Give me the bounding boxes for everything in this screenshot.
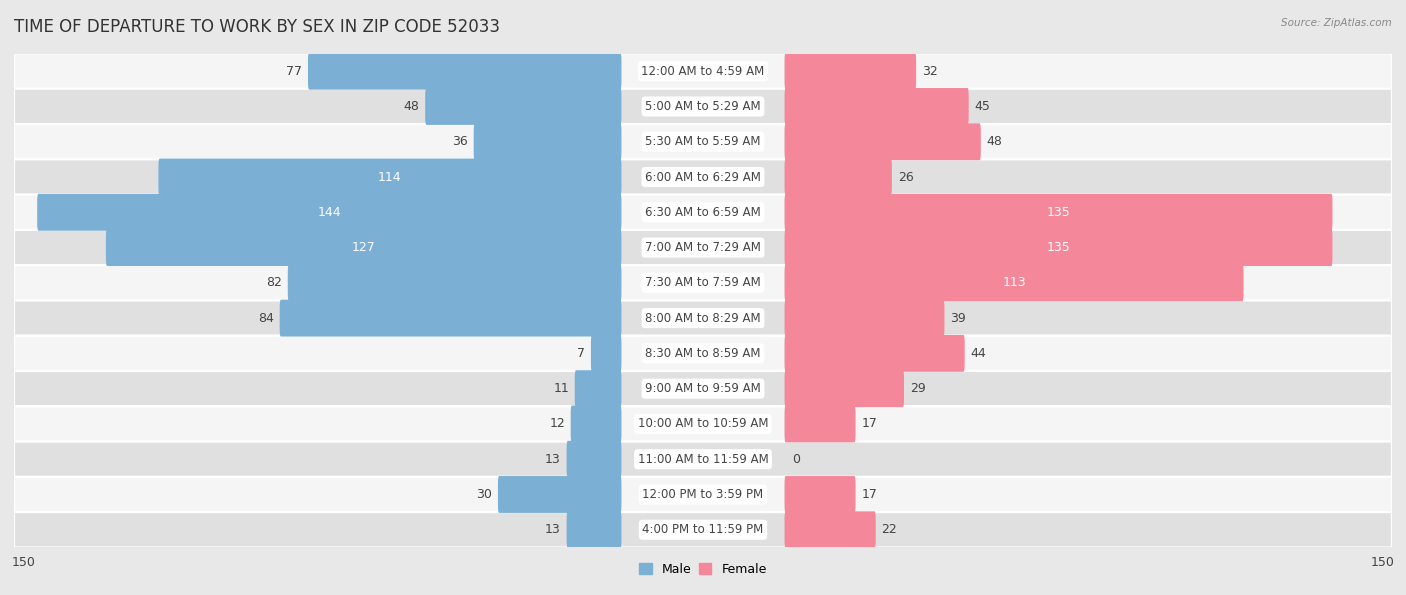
FancyBboxPatch shape: [785, 300, 945, 337]
Text: 150: 150: [1371, 556, 1395, 569]
Text: 12:00 PM to 3:59 PM: 12:00 PM to 3:59 PM: [643, 488, 763, 501]
Text: 11:00 AM to 11:59 AM: 11:00 AM to 11:59 AM: [638, 453, 768, 466]
Text: 8:30 AM to 8:59 AM: 8:30 AM to 8:59 AM: [645, 347, 761, 360]
Text: 45: 45: [974, 100, 990, 113]
FancyBboxPatch shape: [785, 370, 904, 407]
Text: 84: 84: [259, 312, 274, 325]
Text: Source: ZipAtlas.com: Source: ZipAtlas.com: [1281, 18, 1392, 28]
FancyBboxPatch shape: [785, 476, 855, 513]
FancyBboxPatch shape: [785, 511, 876, 548]
FancyBboxPatch shape: [785, 406, 855, 442]
FancyBboxPatch shape: [14, 406, 1392, 441]
FancyBboxPatch shape: [14, 336, 1392, 371]
FancyBboxPatch shape: [14, 300, 1392, 336]
FancyBboxPatch shape: [571, 406, 621, 442]
Text: 10:00 AM to 10:59 AM: 10:00 AM to 10:59 AM: [638, 418, 768, 430]
FancyBboxPatch shape: [14, 89, 1392, 124]
Text: 7:00 AM to 7:29 AM: 7:00 AM to 7:29 AM: [645, 241, 761, 254]
Text: 5:00 AM to 5:29 AM: 5:00 AM to 5:29 AM: [645, 100, 761, 113]
Text: 7: 7: [576, 347, 585, 360]
Text: 29: 29: [910, 382, 925, 395]
Text: 11: 11: [553, 382, 569, 395]
Text: 48: 48: [404, 100, 419, 113]
Text: 5:30 AM to 5:59 AM: 5:30 AM to 5:59 AM: [645, 135, 761, 148]
Text: TIME OF DEPARTURE TO WORK BY SEX IN ZIP CODE 52033: TIME OF DEPARTURE TO WORK BY SEX IN ZIP …: [14, 18, 501, 36]
Text: 113: 113: [1002, 276, 1026, 289]
FancyBboxPatch shape: [785, 53, 917, 90]
Text: 114: 114: [378, 171, 402, 183]
FancyBboxPatch shape: [37, 194, 621, 231]
FancyBboxPatch shape: [14, 124, 1392, 159]
Text: 9:00 AM to 9:59 AM: 9:00 AM to 9:59 AM: [645, 382, 761, 395]
Legend: Male, Female: Male, Female: [634, 558, 772, 581]
FancyBboxPatch shape: [14, 477, 1392, 512]
FancyBboxPatch shape: [474, 123, 621, 160]
Text: 150: 150: [11, 556, 35, 569]
Text: 135: 135: [1046, 206, 1070, 219]
Text: 12:00 AM to 4:59 AM: 12:00 AM to 4:59 AM: [641, 65, 765, 78]
FancyBboxPatch shape: [425, 88, 621, 125]
FancyBboxPatch shape: [575, 370, 621, 407]
Text: 127: 127: [352, 241, 375, 254]
FancyBboxPatch shape: [14, 371, 1392, 406]
FancyBboxPatch shape: [14, 54, 1392, 89]
FancyBboxPatch shape: [14, 230, 1392, 265]
Text: 17: 17: [862, 488, 877, 501]
FancyBboxPatch shape: [14, 159, 1392, 195]
FancyBboxPatch shape: [785, 88, 969, 125]
Text: 135: 135: [1046, 241, 1070, 254]
FancyBboxPatch shape: [288, 264, 621, 301]
FancyBboxPatch shape: [785, 123, 981, 160]
Text: 32: 32: [922, 65, 938, 78]
Text: 82: 82: [266, 276, 283, 289]
FancyBboxPatch shape: [14, 265, 1392, 300]
Text: 22: 22: [882, 523, 897, 536]
Text: 44: 44: [970, 347, 986, 360]
Text: 13: 13: [546, 453, 561, 466]
FancyBboxPatch shape: [567, 511, 621, 548]
Text: 48: 48: [987, 135, 1002, 148]
FancyBboxPatch shape: [498, 476, 621, 513]
FancyBboxPatch shape: [280, 300, 621, 337]
FancyBboxPatch shape: [14, 512, 1392, 547]
Text: 39: 39: [950, 312, 966, 325]
FancyBboxPatch shape: [785, 194, 1333, 231]
FancyBboxPatch shape: [159, 159, 621, 195]
Text: 36: 36: [453, 135, 468, 148]
Text: 144: 144: [318, 206, 342, 219]
FancyBboxPatch shape: [567, 441, 621, 478]
FancyBboxPatch shape: [785, 264, 1243, 301]
Text: 30: 30: [477, 488, 492, 501]
FancyBboxPatch shape: [308, 53, 621, 90]
Text: 6:00 AM to 6:29 AM: 6:00 AM to 6:29 AM: [645, 171, 761, 183]
FancyBboxPatch shape: [785, 335, 965, 372]
Text: 17: 17: [862, 418, 877, 430]
Text: 8:00 AM to 8:29 AM: 8:00 AM to 8:29 AM: [645, 312, 761, 325]
Text: 77: 77: [287, 65, 302, 78]
Text: 0: 0: [793, 453, 800, 466]
FancyBboxPatch shape: [14, 441, 1392, 477]
Text: 6:30 AM to 6:59 AM: 6:30 AM to 6:59 AM: [645, 206, 761, 219]
FancyBboxPatch shape: [105, 229, 621, 266]
Text: 7:30 AM to 7:59 AM: 7:30 AM to 7:59 AM: [645, 276, 761, 289]
Text: 4:00 PM to 11:59 PM: 4:00 PM to 11:59 PM: [643, 523, 763, 536]
FancyBboxPatch shape: [14, 195, 1392, 230]
Text: 13: 13: [546, 523, 561, 536]
FancyBboxPatch shape: [591, 335, 621, 372]
FancyBboxPatch shape: [785, 229, 1333, 266]
Text: 12: 12: [550, 418, 565, 430]
FancyBboxPatch shape: [785, 159, 891, 195]
Text: 26: 26: [897, 171, 914, 183]
